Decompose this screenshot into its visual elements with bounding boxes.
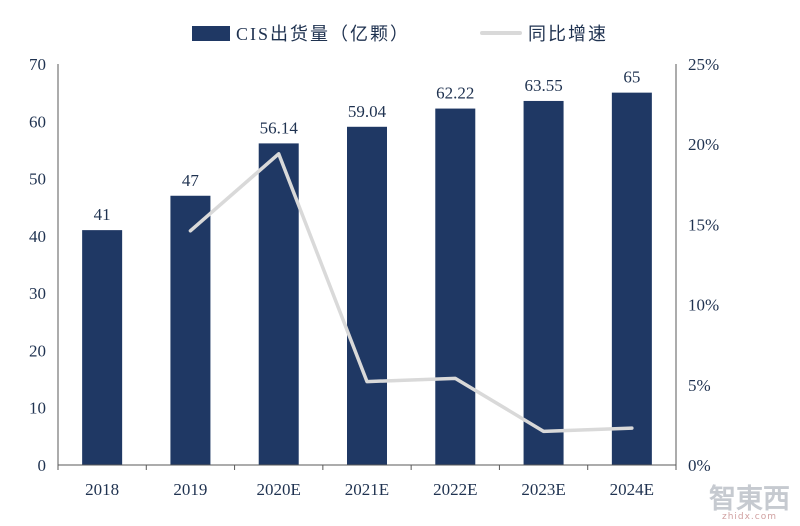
- svg-text:70: 70: [29, 55, 46, 74]
- chart-svg: 0 10 20 30 40 50 60 70 0% 5% 10% 15% 20% 25% 41 47 56.14…: [29, 55, 719, 499]
- svg-text:25%: 25%: [688, 55, 719, 74]
- legend-item-bar: CIS出货量（亿颗）: [191, 20, 410, 46]
- svg-text:65: 65: [623, 68, 640, 87]
- legend-line-label: 同比增速: [528, 24, 608, 44]
- svg-text:60: 60: [29, 112, 46, 131]
- svg-text:2024E: 2024E: [610, 480, 654, 499]
- svg-text:10: 10: [29, 399, 46, 418]
- svg-text:0: 0: [38, 456, 47, 475]
- svg-text:10%: 10%: [688, 296, 719, 315]
- line-series-swatch-icon: [480, 31, 522, 35]
- legend-bar-label: CIS出货量（亿颗）: [235, 24, 410, 44]
- svg-text:0%: 0%: [688, 456, 711, 475]
- svg-text:5%: 5%: [688, 376, 711, 395]
- svg-text:2020E: 2020E: [257, 480, 301, 499]
- svg-text:2019: 2019: [173, 480, 207, 499]
- svg-text:63.55: 63.55: [524, 76, 562, 95]
- chart-legend: CIS出货量（亿颗） 同比增速: [0, 0, 800, 50]
- svg-text:2022E: 2022E: [433, 480, 477, 499]
- svg-text:2023E: 2023E: [521, 480, 565, 499]
- svg-text:15%: 15%: [688, 215, 719, 234]
- svg-text:2021E: 2021E: [345, 480, 389, 499]
- bar-series-swatch-icon: [191, 25, 230, 41]
- svg-text:30: 30: [29, 284, 46, 303]
- svg-text:40: 40: [29, 227, 46, 246]
- svg-text:41: 41: [94, 205, 111, 224]
- svg-text:62.22: 62.22: [436, 84, 474, 103]
- svg-text:59.04: 59.04: [348, 102, 387, 121]
- svg-text:47: 47: [182, 171, 200, 190]
- svg-text:56.14: 56.14: [260, 118, 299, 137]
- svg-text:20: 20: [29, 341, 46, 360]
- svg-text:50: 50: [29, 170, 46, 189]
- svg-text:20%: 20%: [688, 135, 719, 154]
- legend-item-line: 同比增速: [480, 20, 608, 46]
- svg-text:2018: 2018: [85, 480, 119, 499]
